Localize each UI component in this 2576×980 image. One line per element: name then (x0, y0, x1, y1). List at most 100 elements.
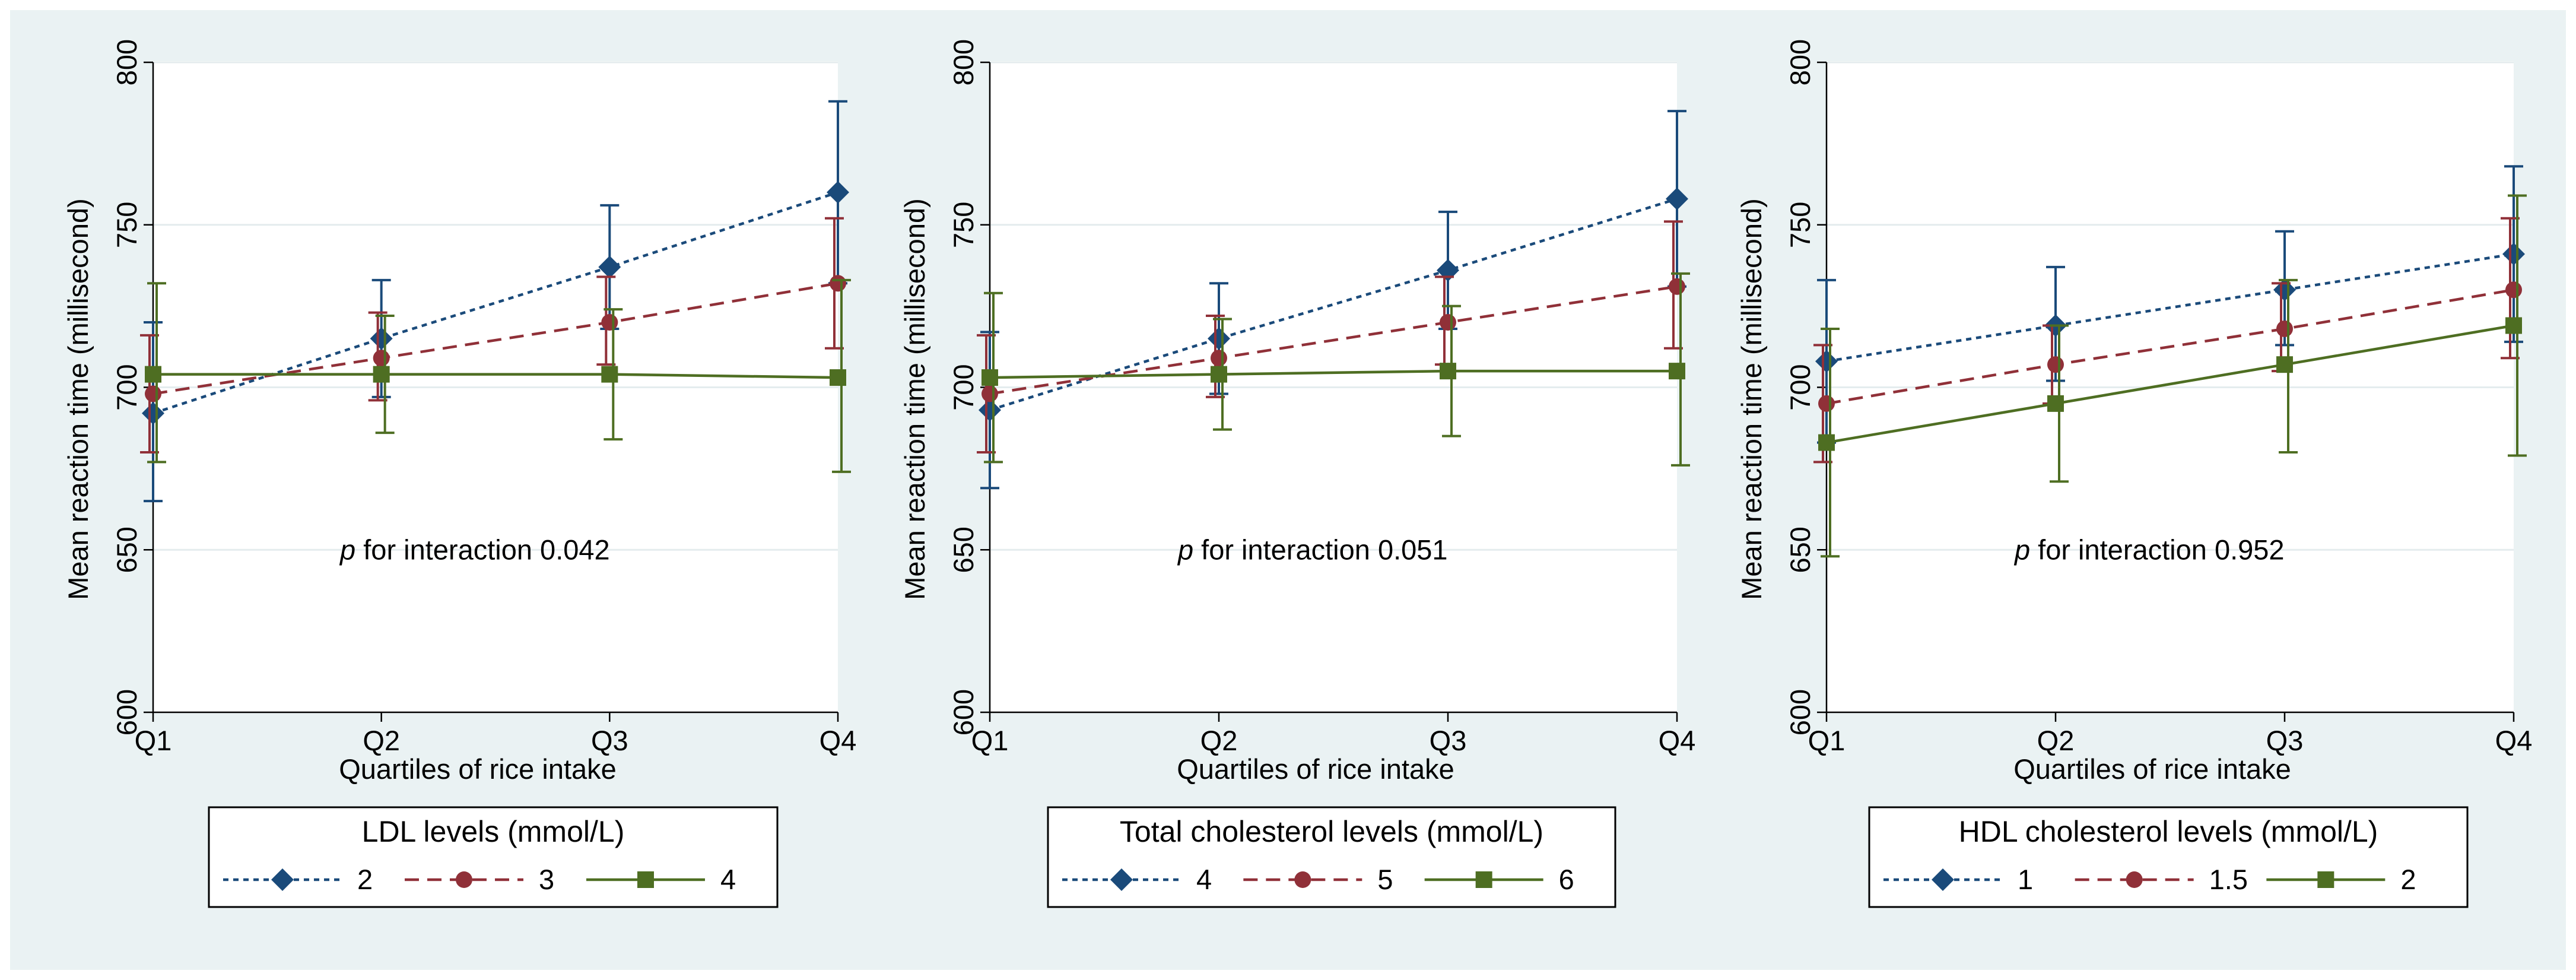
y-tick-label: 700 (948, 364, 979, 410)
series-line (989, 369, 1677, 379)
legend-label: 4 (720, 864, 736, 895)
interaction-annotation: p for interaction 0.952 (2013, 534, 2285, 565)
data-point-marker (2276, 320, 2293, 337)
series-line (989, 197, 1678, 411)
legend-label: 2 (2400, 864, 2416, 895)
x-tick-label: Q4 (1659, 725, 1696, 756)
legend: LDL levels (mmol/L) 2 3 4 (208, 806, 779, 908)
series-6 (982, 272, 1690, 467)
legend-key-marker (2126, 871, 2143, 888)
data-point-marker (982, 369, 998, 386)
series-line (153, 191, 838, 415)
data-point-marker (1669, 363, 1685, 380)
data-point-marker (373, 350, 390, 367)
y-tick-label: 750 (948, 202, 979, 248)
legend-title: HDL cholesterol levels (mmol/L) (1959, 815, 2378, 848)
x-tick-label: Q3 (2266, 725, 2304, 756)
y-axis-title: Mean reaction time (millisecond) (62, 198, 94, 600)
legend-label: 6 (1559, 864, 1574, 895)
x-tick-label: Q1 (971, 725, 1009, 756)
annotation-text: for interaction 0.042 (355, 534, 610, 565)
data-point-marker (2502, 243, 2525, 266)
data-point-marker (982, 385, 998, 402)
legend-label: 4 (1196, 864, 1212, 895)
chart-panel-3: 600 650 700 750 800 Q1 Q2 Q3 Q4 Quartiles of rice… (1736, 39, 2533, 908)
legend-key-marker (1475, 871, 1492, 888)
chart-panel-1: 600 650 700 750 800 Q1 Q2 Q3 Q4 Quartiles of rice… (62, 39, 857, 908)
x-tick-label: Q2 (1200, 725, 1238, 756)
legend-key-marker (456, 871, 472, 888)
legend-label: 1.5 (2209, 864, 2248, 895)
legend-key-marker (1932, 868, 1954, 891)
data-point-marker (1818, 434, 1835, 451)
data-point-marker (830, 275, 846, 292)
data-point-marker (373, 366, 390, 383)
annotation-p-symbol: p (339, 534, 355, 565)
data-point-marker (827, 181, 849, 204)
x-tick-label: Q4 (2495, 725, 2533, 756)
x-tick-label: Q4 (820, 725, 857, 756)
y-tick-label: 600 (1784, 689, 1816, 735)
legend-title: Total cholesterol levels (mmol/L) (1120, 815, 1543, 848)
y-tick-label: 700 (1784, 364, 1816, 410)
y-tick-label: 800 (111, 39, 142, 85)
data-point-marker (1211, 350, 1227, 367)
y-tick-label: 600 (948, 689, 979, 735)
data-point-marker (1669, 278, 1685, 295)
series-4 (979, 110, 1688, 490)
data-point-marker (2047, 395, 2064, 412)
series-line (1826, 252, 2514, 363)
legend-label: 1 (2018, 864, 2033, 895)
data-point-marker (142, 402, 164, 425)
legend-label: 5 (1377, 864, 1393, 895)
legend-key-marker (1110, 868, 1133, 891)
x-tick-label: Q3 (591, 725, 628, 756)
data-point-marker (145, 385, 161, 402)
annotation-p-symbol: p (1177, 534, 1193, 565)
data-point-marker (2047, 356, 2064, 373)
legend-box (1868, 806, 2469, 908)
data-point-marker (1440, 363, 1456, 380)
data-point-marker (979, 398, 1001, 421)
legend-box (208, 806, 779, 908)
x-axis-title: Quartiles of rice intake (2013, 753, 2291, 785)
legend-title: LDL levels (mmol/L) (362, 815, 625, 848)
legend-key-marker (637, 871, 654, 888)
y-axis-title: Mean reaction time (millisecond) (1736, 198, 1767, 600)
x-tick-label: Q3 (1430, 725, 1467, 756)
data-point-marker (2276, 356, 2293, 373)
data-point-marker (601, 366, 618, 383)
annotation-text: for interaction 0.952 (2030, 534, 2285, 565)
series-line (153, 282, 838, 395)
data-point-marker (370, 327, 393, 350)
annotation-p-symbol: p (2013, 534, 2030, 565)
legend-key-marker (1294, 871, 1311, 888)
series-line (1826, 324, 2514, 444)
y-tick-label: 750 (111, 202, 142, 248)
interaction-annotation: p for interaction 0.042 (339, 534, 610, 565)
y-tick-label: 800 (1784, 39, 1816, 85)
interaction-annotation: p for interaction 0.051 (1177, 534, 1448, 565)
legend-key-marker (271, 868, 294, 891)
x-tick-label: Q2 (2037, 725, 2075, 756)
legend: HDL cholesterol levels (mmol/L) 1 1.5 2 (1868, 806, 2469, 908)
data-point-marker (598, 255, 621, 278)
y-tick-label: 600 (111, 689, 142, 735)
legend-label: 2 (357, 864, 373, 895)
y-tick-label: 650 (948, 527, 979, 573)
x-tick-label: Q2 (363, 725, 400, 756)
y-tick-label: 700 (111, 364, 142, 410)
annotation-text: for interaction 0.051 (1193, 534, 1448, 565)
y-axis-title: Mean reaction time (millisecond) (899, 198, 930, 600)
data-point-marker (1818, 395, 1835, 412)
series-2 (1818, 194, 2527, 558)
data-point-marker (2505, 281, 2522, 299)
legend: Total cholesterol levels (mmol/L) 4 5 6 (1047, 806, 1616, 908)
legend-key-marker (2317, 871, 2334, 888)
data-point-marker (145, 366, 161, 383)
y-tick-label: 650 (1784, 527, 1816, 573)
data-point-marker (1666, 187, 1688, 210)
data-point-marker (830, 369, 846, 386)
y-tick-label: 750 (1784, 202, 1816, 248)
series-line (1826, 288, 2514, 405)
